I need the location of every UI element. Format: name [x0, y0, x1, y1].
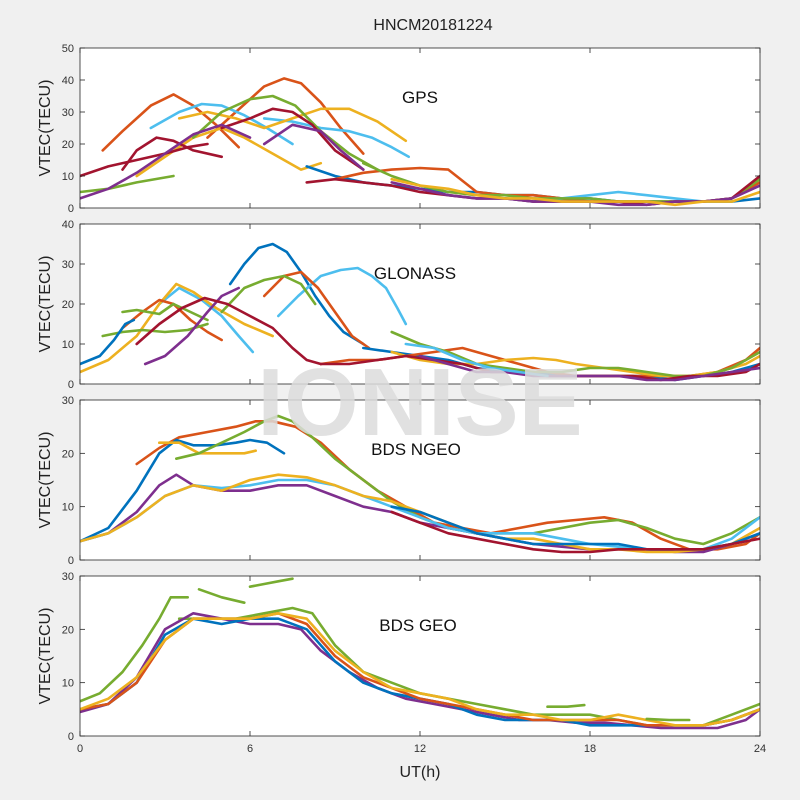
x-tick-label: 18 [584, 743, 596, 755]
series-line-11 [135, 296, 323, 366]
series-group [80, 77, 760, 207]
series-line-5 [177, 107, 408, 143]
y-tick-label: 30 [62, 395, 74, 407]
y-tick-label: 20 [62, 299, 74, 311]
x-tick-label: 6 [247, 743, 253, 755]
figure-title: HNCM20181224 [373, 17, 492, 34]
y-tick-label: 0 [68, 731, 74, 743]
series-line-2 [80, 438, 286, 543]
panel-glonass: 0 10 20 30 40 GLONASS VTEC(TECU) [37, 219, 761, 391]
series-line-20 [390, 177, 760, 207]
y-tick-label: 50 [62, 43, 74, 55]
panel-bds-ngeo: 0 10 20 30 BDS NGEO VTEC(TECU) [37, 395, 761, 567]
y-axis-label: VTEC(TECU) [37, 256, 54, 353]
series-line-7 [192, 94, 379, 171]
series-line-4 [262, 117, 410, 159]
series-line-1 [228, 242, 365, 346]
y-tick-label: 0 [68, 203, 74, 215]
series-line-7 [220, 274, 317, 314]
series-line-1 [80, 596, 189, 703]
plot-area [80, 48, 760, 208]
y-tick-label: 40 [62, 219, 74, 231]
panel-label: BDS GEO [379, 616, 456, 635]
y-axis-label: VTEC(TECU) [37, 80, 54, 177]
y-tick-label: 20 [62, 624, 74, 636]
series-line-13 [262, 123, 365, 171]
panel-bds-geo: 0 10 20 30 0 6 12 18 24 BDS GEO VTEC(TECU) [37, 571, 766, 755]
series-line-10 [645, 717, 691, 722]
y-tick-label: 10 [62, 171, 74, 183]
plot-area [80, 576, 760, 736]
y-tick-label: 30 [62, 259, 74, 271]
x-tick-label: 12 [414, 743, 426, 755]
series-line-9 [121, 302, 209, 322]
y-tick-label: 30 [62, 571, 74, 583]
series-group [80, 414, 760, 554]
series-line-11 [121, 136, 223, 171]
y-tick-label: 20 [62, 139, 74, 151]
y-tick-label: 0 [68, 379, 74, 391]
series-group [80, 577, 760, 730]
series-line-9 [546, 703, 586, 708]
y-tick-label: 10 [62, 339, 74, 351]
series-line-9 [80, 142, 209, 178]
series-line-12 [80, 318, 136, 366]
y-tick-label: 40 [62, 75, 74, 87]
series-line-12 [80, 123, 252, 200]
y-tick-label: 10 [62, 678, 74, 690]
series-line-10 [143, 286, 240, 366]
series-group [80, 242, 760, 382]
watermark: IONISE [257, 349, 582, 456]
series-line-5 [80, 612, 760, 730]
series-line-2 [197, 588, 246, 604]
plot-area [80, 400, 760, 560]
series-line-18 [418, 354, 760, 382]
series-line-8 [80, 174, 175, 194]
y-tick-label: 30 [62, 107, 74, 119]
panel-label: GLONASS [374, 264, 456, 283]
y-axis-label: VTEC(TECU) [37, 432, 54, 529]
series-line-19 [404, 342, 549, 378]
y-tick-label: 20 [62, 448, 74, 460]
panel-label: GPS [402, 88, 438, 107]
series-line-1 [101, 93, 240, 152]
x-axis-label: UT(h) [400, 764, 441, 781]
series-line-2 [206, 77, 365, 155]
panels: 0 10 20 30 40 50 GPS VTEC(TECU) 0 10 20 30 40 GLONASS… [37, 43, 766, 755]
y-tick-label: 0 [68, 555, 74, 567]
panel-gps: 0 10 20 30 40 50 GPS VTEC(TECU) [37, 43, 761, 215]
series-line-3 [158, 441, 257, 455]
y-axis-label: VTEC(TECU) [37, 608, 54, 705]
y-tick-label: 10 [62, 502, 74, 514]
x-tick-label: 24 [754, 743, 766, 755]
series-line-9 [390, 510, 760, 554]
series-line-4 [80, 282, 274, 374]
x-tick-label: 0 [77, 743, 83, 755]
panel-label: BDS NGEO [371, 440, 461, 459]
series-line-10 [220, 107, 365, 171]
series-line-3 [248, 577, 294, 588]
